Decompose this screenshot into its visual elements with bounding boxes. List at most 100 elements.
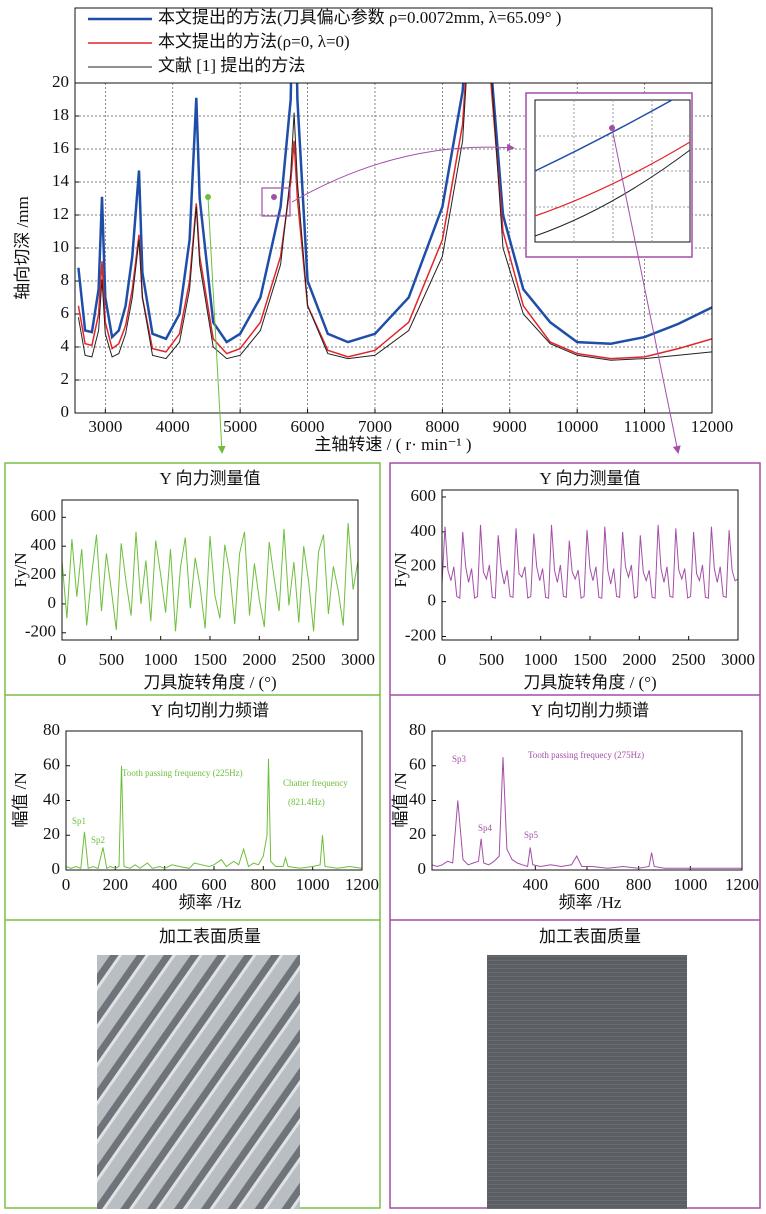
y-tick-label: 0 [418,859,427,878]
x-tick-label: 3000 [341,650,375,669]
x-tick-label: 200 [103,875,129,894]
legend-label: 本文提出的方法(ρ=0, λ=0) [158,32,350,51]
y-tick-label: 18 [52,105,69,124]
y-tick-label: 0 [52,859,61,878]
annotation: Sp1 [72,816,86,826]
x-tick-label: 400 [523,875,549,894]
y-axis-label: 轴向切深 /mm [13,196,32,299]
x-axis-label: 频率 /Hz [559,893,622,912]
plot-frame [441,489,739,641]
x-tick-label: 400 [152,875,178,894]
y-tick-label: 40 [43,789,60,808]
annotation: (821.4Hz) [288,797,325,807]
y-tick-label: 80 [43,720,60,739]
series-line [77,83,712,361]
x-tick-label: 1200 [725,875,759,894]
plot-frame [431,730,743,871]
plot-frame [74,82,713,414]
y-tick-label: 0 [61,402,70,421]
y-tick-label: 0 [48,593,57,612]
y-tick-label: 60 [409,755,426,774]
x-tick-label: 8000 [425,417,459,436]
y-tick-label: 4 [61,336,70,355]
x-tick-label: 2500 [672,650,706,669]
annotation: Sp3 [452,754,467,764]
y-tick-label: 10 [52,237,69,256]
surface-title: 加工表面质量 [159,927,261,946]
legend-label: 文献 [1] 提出的方法 [158,56,305,75]
surface-title: 加工表面质量 [539,927,641,946]
y-tick-label: 600 [411,486,437,505]
y-tick-label: 200 [411,556,437,575]
plot-frame [61,499,359,641]
x-tick-label: 10000 [556,417,599,436]
y-axis-label: Fy/N [11,553,30,588]
y-axis-label: Fy/N [391,553,410,588]
x-tick-label: 4000 [156,417,190,436]
x-axis-label: 频率 /Hz [179,893,242,912]
y-tick-label: -200 [25,622,56,641]
y-tick-label: 0 [428,591,437,610]
x-tick-label: 600 [574,875,600,894]
annotation: Sp5 [524,830,539,840]
chart-title: Y 向力测量值 [540,469,641,488]
x-tick-label: 500 [479,650,505,669]
surface-photo [97,955,300,1209]
x-axis-label: 主轴转速 / ( r· min⁻¹ ) [314,435,471,454]
y-tick-label: 200 [31,564,57,583]
y-tick-label: 6 [61,303,70,322]
x-tick-label: 800 [251,875,277,894]
y-tick-label: 20 [43,824,60,843]
x-tick-label: 600 [201,875,227,894]
y-tick-label: -200 [405,625,436,644]
y-tick-label: 8 [61,270,70,289]
x-tick-label: 1200 [345,875,379,894]
inset [525,92,693,258]
y-tick-label: 60 [43,755,60,774]
x-tick-label: 1000 [673,875,707,894]
y-tick-label: 2 [61,369,70,388]
x-tick-label: 1500 [193,650,227,669]
x-tick-label: 1500 [573,650,607,669]
x-axis-label: 刀具旋转角度 / (°) [143,673,276,692]
plot-frame [65,730,363,871]
series-line [432,757,742,869]
y-tick-label: 600 [31,506,57,525]
x-axis-label: 刀具旋转角度 / (°) [523,673,656,692]
x-tick-label: 3000 [88,417,122,436]
x-tick-label: 2000 [242,650,276,669]
chart-title: Y 向切削力频谱 [151,701,269,720]
x-tick-label: 5000 [223,417,257,436]
y-tick-label: 40 [409,789,426,808]
series-line [77,83,712,345]
y-tick-label: 20 [409,824,426,843]
y-tick-label: 400 [31,535,57,554]
legend-label: 本文提出的方法(刀具偏心参数 ρ=0.0072mm, λ=65.09° ) [158,8,561,27]
chart: 0 2 4 6 8 10 12 14 16 18 20 3000 4000 5000 6000 7000 800… [13,8,734,454]
annotation: Sp2 [91,835,105,845]
y-tick-label: 400 [411,521,437,540]
y-tick-label: 12 [52,204,69,223]
x-tick-label: 1000 [524,650,558,669]
x-tick-label: 12000 [691,417,734,436]
annotation: Chatter frequency [283,778,348,788]
x-tick-label: 0 [438,650,447,669]
x-tick-label: 7000 [358,417,392,436]
x-tick-label: 11000 [624,417,666,436]
x-tick-label: 2000 [622,650,656,669]
x-tick-label: 1000 [296,875,330,894]
annotation: Tooth passing frequecy (275Hz) [528,750,644,760]
series-line [62,523,358,632]
x-tick-label: 800 [626,875,652,894]
y-axis-label: 幅值 /N [391,772,410,827]
series-line [442,524,738,599]
chart-title: Y 向切削力频谱 [531,701,649,720]
x-tick-label: 0 [58,650,67,669]
annotation: Sp4 [478,823,493,833]
series-line [66,758,362,870]
y-tick-label: 16 [52,138,69,157]
